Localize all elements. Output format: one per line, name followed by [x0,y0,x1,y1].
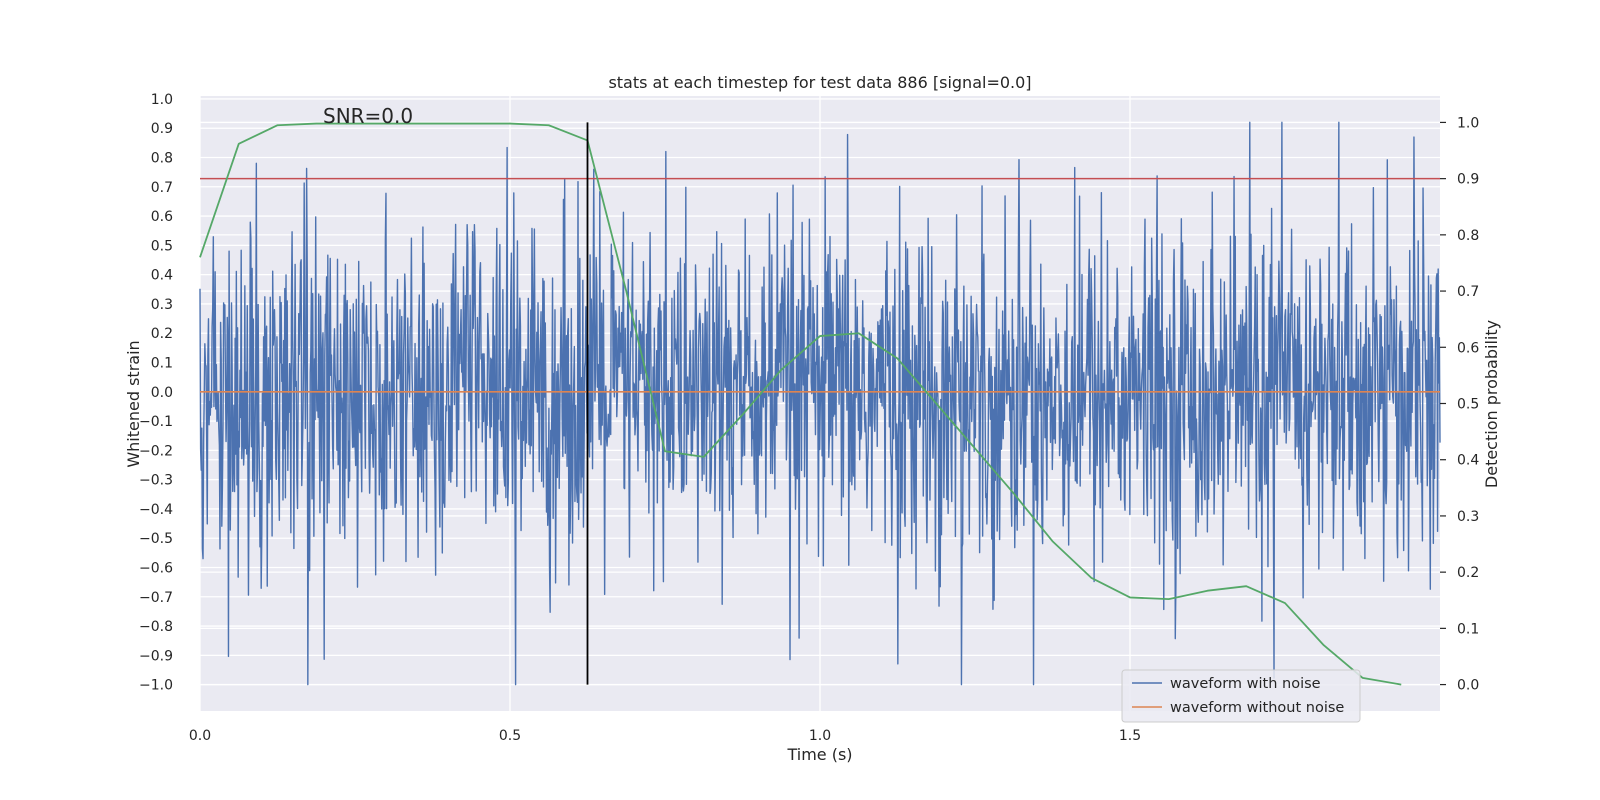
y2-tick-label: 0.9 [1457,172,1479,188]
series-waveform-with-noise [199,121,1441,686]
series-detection-probability [199,122,1402,686]
series-layer [199,121,1441,686]
x-tick-label: 0.0 [189,728,211,744]
x-axis-label: Time (s) [786,745,852,764]
y-axis-label: Whitened strain [124,340,143,467]
y-tick-label: 0.5 [151,238,173,254]
y-tick-label: 0.9 [151,121,173,137]
y2-axis-label: Detection probability [1482,320,1501,488]
y-tick-label: 1.0 [151,92,173,108]
legend: waveform with noise waveform without noi… [1121,669,1361,723]
y-tick-label: −0.4 [139,502,173,518]
y2-tick-label: 0.6 [1457,340,1479,356]
y-tick-label: 0.1 [151,356,173,372]
y-tick-label: 0.8 [151,151,173,167]
y2-tick-label: 0.4 [1457,453,1479,469]
legend-box [1121,669,1361,723]
y2-tick-label: 0.8 [1457,228,1479,244]
legend-label-waveform-with-noise: waveform with noise [1170,676,1321,692]
y-tick-label: 0.4 [151,268,173,284]
y-tick-label: −0.2 [139,443,173,459]
x-tick-label: 1.5 [1119,728,1141,744]
y-tick-label: 0.0 [151,385,173,401]
y-tick-label: −0.9 [139,648,173,664]
y2-tick-label: 0.5 [1457,397,1479,413]
y-tick-label: 0.3 [151,297,173,313]
y-tick-label: −0.5 [139,531,173,547]
y2-tick-label: 0.1 [1457,621,1479,637]
legend-label-waveform-without-noise: waveform without noise [1170,700,1344,716]
y-tick-label: −0.3 [139,473,173,489]
y-tick-label: 0.7 [151,180,173,196]
y-tick-label: −0.7 [139,590,173,606]
y2-tick-label: 0.0 [1457,678,1479,694]
y-tick-label: 0.6 [151,209,173,225]
x-tick-label: 0.5 [499,728,521,744]
x-tick-label: 1.0 [809,728,831,744]
chart-title: stats at each timestep for test data 886… [608,73,1031,92]
y2-tick-label: 0.3 [1457,509,1479,525]
y-tick-label: −0.6 [139,561,173,577]
y2-tick-label: 0.2 [1457,565,1479,581]
y-tick-label: 0.2 [151,326,173,342]
y-tick-label: −1.0 [139,678,173,694]
y2-tick-label: 0.7 [1457,284,1479,300]
tick-labels: 0.0 0.5 1.0 1.5 1.0 0.9 0.8 0.7 0.6 0.5 0.4 0.3 0.2 0… [139,92,1479,744]
snr-annotation: SNR=0.0 [323,104,413,128]
y2-tick-label: 1.0 [1457,115,1479,131]
y-tick-label: −0.1 [139,414,173,430]
y-tick-label: −0.8 [139,619,173,635]
